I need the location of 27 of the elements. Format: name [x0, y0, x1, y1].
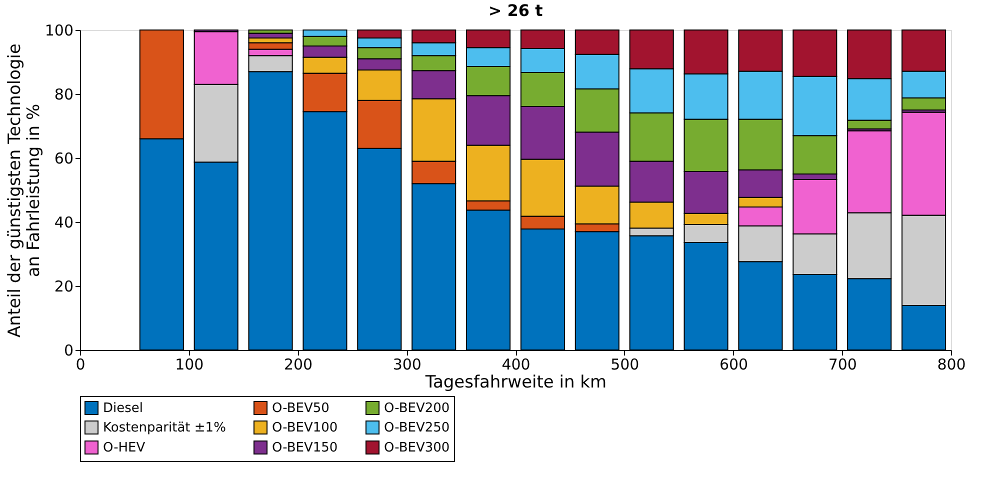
chart-title: > 26 t: [488, 1, 544, 20]
y-tick-label: 80: [54, 86, 74, 104]
y-axis-title: Anteil der günstigsten Technologie an Fahrleistung in %: [4, 44, 44, 338]
legend-label: O-BEV100: [272, 420, 338, 436]
x-tick-label: 600: [719, 356, 748, 374]
y-tick-label: 0: [64, 342, 74, 360]
legend-label: O-BEV150: [272, 440, 338, 456]
x-tick-label: 0: [76, 356, 86, 374]
legend-label: Kostenparität ±1%: [103, 420, 226, 436]
x-tick-label: 200: [284, 356, 313, 374]
x-axis-title: Tagesfahrweite in km: [424, 372, 607, 392]
y-tick-label: 40: [54, 214, 74, 232]
x-tick-label: 300: [392, 356, 422, 374]
x-tick-label: 500: [610, 356, 640, 374]
x-tick-label: 800: [937, 356, 966, 374]
y-tick-label: 60: [54, 150, 74, 168]
x-tick-label: 100: [175, 356, 204, 374]
x-tick-label: 400: [502, 356, 530, 374]
y-tick-label: 20: [54, 278, 74, 296]
legend-label: O-BEV50: [272, 400, 330, 416]
legend-label: O-BEV300: [384, 440, 450, 456]
legend-label: O-HEV: [103, 440, 146, 456]
legend-label: O-BEV200: [384, 400, 450, 416]
x-tick-label: 700: [828, 356, 857, 374]
legend-label: O-BEV250: [384, 420, 450, 436]
legend-label: Diesel: [103, 400, 144, 416]
y-tick-label: 100: [44, 22, 74, 40]
